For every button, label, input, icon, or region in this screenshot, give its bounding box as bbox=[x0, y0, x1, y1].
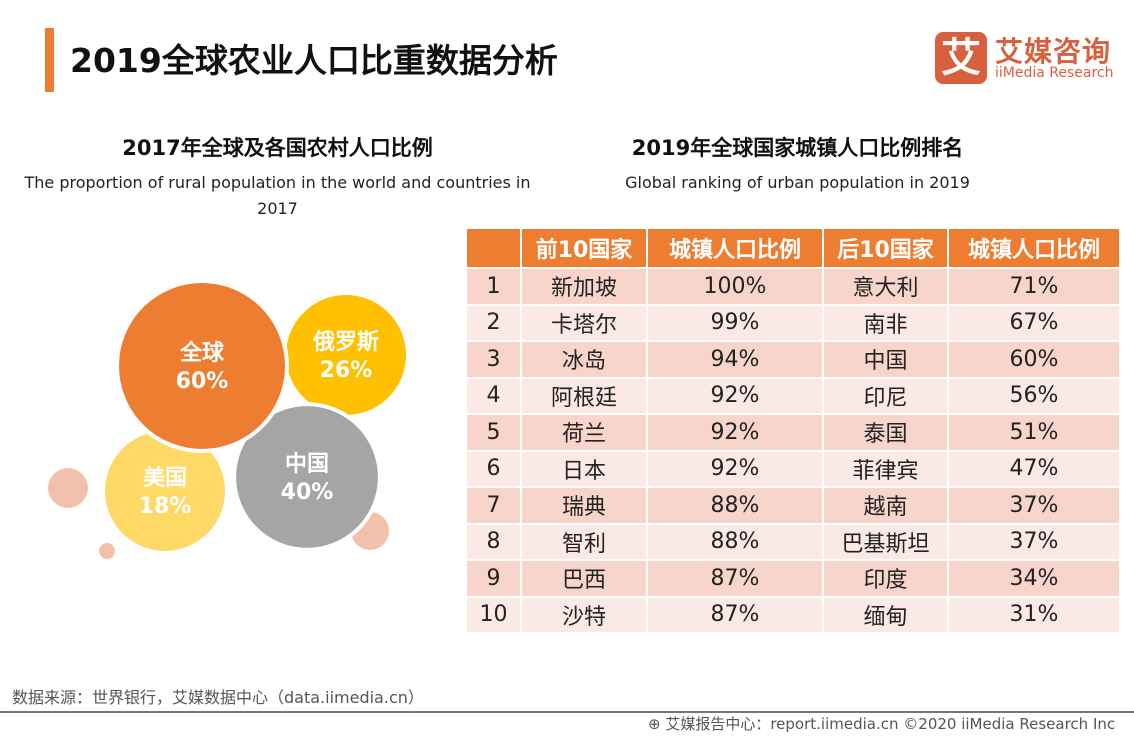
table-heading: 2019年全球国家城镇人口比例排名 Global ranking of urba… bbox=[560, 132, 1035, 196]
bubble-value: 26% bbox=[320, 358, 373, 383]
cell-rank: 4 bbox=[465, 376, 522, 415]
cell-rank: 1 bbox=[465, 267, 522, 306]
bubble-label: 中国 bbox=[285, 452, 329, 477]
cell-rank: 7 bbox=[465, 486, 522, 525]
col-header-rank bbox=[465, 227, 522, 269]
cell-top-ratio: 94% bbox=[646, 340, 824, 379]
cell-bottom-ratio: 37% bbox=[947, 486, 1121, 525]
cell-rank: 10 bbox=[465, 595, 522, 634]
ranking-table: 前10国家 城镇人口比例 后10国家 城镇人口比例 1 新加坡 100% 意大利 71%… bbox=[465, 227, 1121, 634]
cell-bottom-country: 缅甸 bbox=[822, 595, 949, 634]
globe-icon: ⊕ bbox=[648, 715, 666, 733]
bubble-label: 全球 bbox=[179, 340, 225, 366]
cell-top-country: 卡塔尔 bbox=[520, 303, 648, 342]
cell-top-country: 新加坡 bbox=[520, 267, 648, 306]
cell-rank: 5 bbox=[465, 413, 522, 452]
cell-rank: 6 bbox=[465, 449, 522, 488]
bubble-1 bbox=[282, 291, 410, 419]
cell-top-ratio: 87% bbox=[646, 595, 824, 634]
footer-copyright: 艾媒报告中心：report.iimedia.cn ©2020 iiMedia R… bbox=[665, 715, 1116, 733]
bubble-value: 40% bbox=[281, 480, 334, 505]
table-row: 10 沙特 87% 缅甸 31% bbox=[465, 595, 1121, 634]
table-row: 5 荷兰 92% 泰国 51% bbox=[465, 413, 1121, 452]
decor-dot bbox=[99, 543, 115, 559]
bubble-label: 俄罗斯 bbox=[312, 329, 379, 355]
cell-bottom-ratio: 56% bbox=[947, 376, 1121, 415]
bubble-2 bbox=[232, 402, 382, 552]
bubble-0 bbox=[115, 279, 289, 453]
chart-title: 2017年全球及各国农村人口比例 bbox=[122, 136, 433, 160]
bubble-label: 美国 bbox=[143, 465, 187, 491]
cell-top-ratio: 87% bbox=[646, 559, 824, 598]
cell-bottom-ratio: 47% bbox=[947, 449, 1121, 488]
cell-top-country: 沙特 bbox=[520, 595, 648, 634]
cell-rank: 8 bbox=[465, 522, 522, 561]
cell-bottom-ratio: 60% bbox=[947, 340, 1121, 379]
logo-mark: 艾 bbox=[935, 32, 987, 84]
logo-cn: 艾媒咨询 bbox=[995, 35, 1112, 68]
table-row: 9 巴西 87% 印度 34% bbox=[465, 559, 1121, 598]
page-title: 2019全球农业人口比重数据分析 bbox=[70, 41, 558, 80]
cell-top-ratio: 99% bbox=[646, 303, 824, 342]
cell-bottom-ratio: 34% bbox=[947, 559, 1121, 598]
table-row: 8 智利 88% 巴基斯坦 37% bbox=[465, 522, 1121, 561]
col-header-top10: 前10国家 bbox=[520, 227, 648, 269]
cell-bottom-ratio: 31% bbox=[947, 595, 1121, 634]
col-header-top-ratio: 城镇人口比例 bbox=[646, 227, 824, 269]
cell-top-country: 荷兰 bbox=[520, 413, 648, 452]
cell-top-ratio: 100% bbox=[646, 267, 824, 306]
cell-top-country: 瑞典 bbox=[520, 486, 648, 525]
cell-bottom-country: 南非 bbox=[822, 303, 949, 342]
cell-bottom-country: 菲律宾 bbox=[822, 449, 949, 488]
cell-rank: 2 bbox=[465, 303, 522, 342]
cell-rank: 9 bbox=[465, 559, 522, 598]
bubble-value: 60% bbox=[176, 369, 229, 394]
cell-bottom-ratio: 51% bbox=[947, 413, 1121, 452]
cell-top-ratio: 92% bbox=[646, 449, 824, 488]
cell-top-ratio: 88% bbox=[646, 486, 824, 525]
footer-text: ⊕ 艾媒报告中心：report.iimedia.cn ©2020 iiMedia… bbox=[648, 713, 1115, 734]
col-header-bottom10: 后10国家 bbox=[822, 227, 949, 269]
cell-bottom-country: 意大利 bbox=[822, 267, 949, 306]
cell-top-country: 智利 bbox=[520, 522, 648, 561]
table-row: 7 瑞典 88% 越南 37% bbox=[465, 486, 1121, 525]
table-row: 2 卡塔尔 99% 南非 67% bbox=[465, 303, 1121, 342]
chart-heading: 2017年全球及各国农村人口比例 The proportion of rural… bbox=[5, 132, 550, 222]
data-source: 数据来源：世界银行，艾媒数据中心（data.iimedia.cn） bbox=[12, 688, 424, 707]
cell-top-country: 日本 bbox=[520, 449, 648, 488]
cell-bottom-country: 印度 bbox=[822, 559, 949, 598]
logo-en: iiMedia Research bbox=[995, 65, 1114, 81]
cell-top-ratio: 92% bbox=[646, 413, 824, 452]
footer-divider bbox=[0, 711, 1134, 713]
cell-bottom-ratio: 37% bbox=[947, 522, 1121, 561]
bubble-value: 18% bbox=[139, 494, 192, 519]
cell-bottom-ratio: 67% bbox=[947, 303, 1121, 342]
decor-dot bbox=[48, 468, 88, 508]
table-row: 1 新加坡 100% 意大利 71% bbox=[465, 267, 1121, 306]
cell-top-country: 冰岛 bbox=[520, 340, 648, 379]
table-title: 2019年全球国家城镇人口比例排名 bbox=[631, 136, 964, 160]
table-subtitle: Global ranking of urban population in 20… bbox=[625, 173, 970, 192]
cell-bottom-country: 越南 bbox=[822, 486, 949, 525]
cell-bottom-country: 巴基斯坦 bbox=[822, 522, 949, 561]
table-row: 4 阿根廷 92% 印尼 56% bbox=[465, 376, 1121, 415]
title-accent-bar bbox=[45, 28, 54, 92]
cell-rank: 3 bbox=[465, 340, 522, 379]
cell-bottom-country: 中国 bbox=[822, 340, 949, 379]
cell-bottom-country: 泰国 bbox=[822, 413, 949, 452]
cell-top-ratio: 92% bbox=[646, 376, 824, 415]
table-row: 6 日本 92% 菲律宾 47% bbox=[465, 449, 1121, 488]
table-row: 3 冰岛 94% 中国 60% bbox=[465, 340, 1121, 379]
cell-top-country: 阿根廷 bbox=[520, 376, 648, 415]
bubble-chart: 俄罗斯 26% 美国 18% 中国 40% 全球 60% bbox=[48, 279, 410, 559]
chart-subtitle: The proportion of rural population in th… bbox=[24, 173, 531, 218]
cell-top-ratio: 88% bbox=[646, 522, 824, 561]
cell-bottom-ratio: 71% bbox=[947, 267, 1121, 306]
cell-top-country: 巴西 bbox=[520, 559, 648, 598]
col-header-bottom-ratio: 城镇人口比例 bbox=[947, 227, 1121, 269]
cell-bottom-country: 印尼 bbox=[822, 376, 949, 415]
